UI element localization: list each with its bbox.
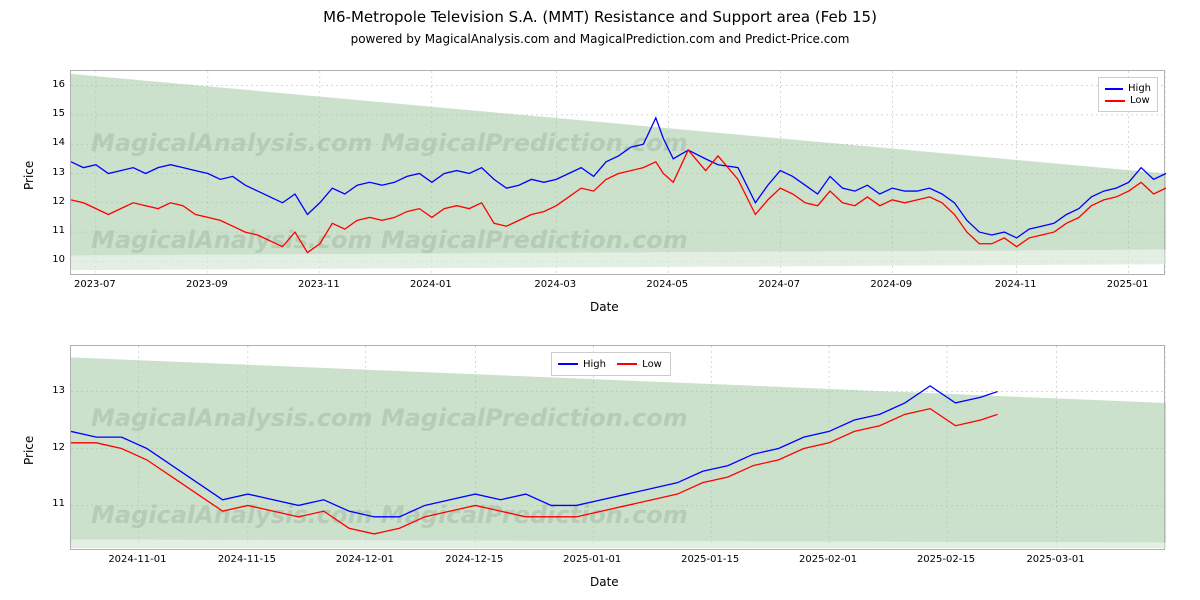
legend-item-low: Low xyxy=(1105,95,1151,106)
legend-label-low: Low xyxy=(1130,95,1150,106)
chart-legend: High Low xyxy=(1098,77,1158,112)
top-chart-panel: MagicalAnalysis.com MagicalPrediction.co… xyxy=(70,70,1165,275)
legend-label-low: Low xyxy=(642,359,662,370)
y-tick: 11 xyxy=(25,225,65,236)
legend-item-low: Low xyxy=(617,359,662,370)
y-tick: 16 xyxy=(25,79,65,90)
x-tick: 2024-11 xyxy=(986,279,1046,290)
x-tick: 2023-11 xyxy=(289,279,349,290)
legend-swatch-high xyxy=(558,363,578,365)
legend-item-high: High xyxy=(1105,83,1151,94)
x-tick: 2025-01-15 xyxy=(680,554,740,565)
x-tick: 2025-02-15 xyxy=(916,554,976,565)
x-tick: 2024-12-01 xyxy=(335,554,395,565)
chart-subtitle: powered by MagicalAnalysis.com and Magic… xyxy=(0,32,1200,46)
legend-label-high: High xyxy=(583,359,606,370)
legend-swatch-low xyxy=(617,363,637,365)
chart-title: M6-Metropole Television S.A. (MMT) Resis… xyxy=(0,8,1200,26)
x-tick: 2024-12-15 xyxy=(444,554,504,565)
x-tick: 2025-01 xyxy=(1098,279,1158,290)
x-tick: 2024-03 xyxy=(525,279,585,290)
legend-item-high: High xyxy=(558,359,606,370)
x-axis-label: Date xyxy=(590,575,619,589)
x-tick: 2025-01-01 xyxy=(562,554,622,565)
y-tick: 15 xyxy=(25,108,65,119)
chart-legend: High Low xyxy=(551,352,671,376)
y-tick: 14 xyxy=(25,137,65,148)
x-tick: 2025-03-01 xyxy=(1026,554,1086,565)
x-tick: 2023-09 xyxy=(177,279,237,290)
x-tick: 2024-05 xyxy=(637,279,697,290)
x-tick: 2024-07 xyxy=(749,279,809,290)
figure: M6-Metropole Television S.A. (MMT) Resis… xyxy=(0,0,1200,600)
y-tick: 12 xyxy=(25,442,65,453)
bottom-chart-svg xyxy=(71,346,1166,551)
legend-swatch-high xyxy=(1105,88,1123,90)
y-tick: 13 xyxy=(25,385,65,396)
legend-label-high: High xyxy=(1128,83,1151,94)
bottom-chart-panel: MagicalAnalysis.com MagicalPrediction.co… xyxy=(70,345,1165,550)
y-tick: 13 xyxy=(25,167,65,178)
y-tick: 10 xyxy=(25,254,65,265)
x-tick: 2025-02-01 xyxy=(798,554,858,565)
y-tick: 12 xyxy=(25,196,65,207)
x-tick: 2024-11-01 xyxy=(107,554,167,565)
x-tick: 2024-11-15 xyxy=(217,554,277,565)
y-tick: 11 xyxy=(25,498,65,509)
x-tick: 2024-09 xyxy=(861,279,921,290)
top-chart-svg xyxy=(71,71,1166,276)
x-tick: 2024-01 xyxy=(401,279,461,290)
x-axis-label: Date xyxy=(590,300,619,314)
x-tick: 2023-07 xyxy=(65,279,125,290)
legend-swatch-low xyxy=(1105,100,1125,102)
